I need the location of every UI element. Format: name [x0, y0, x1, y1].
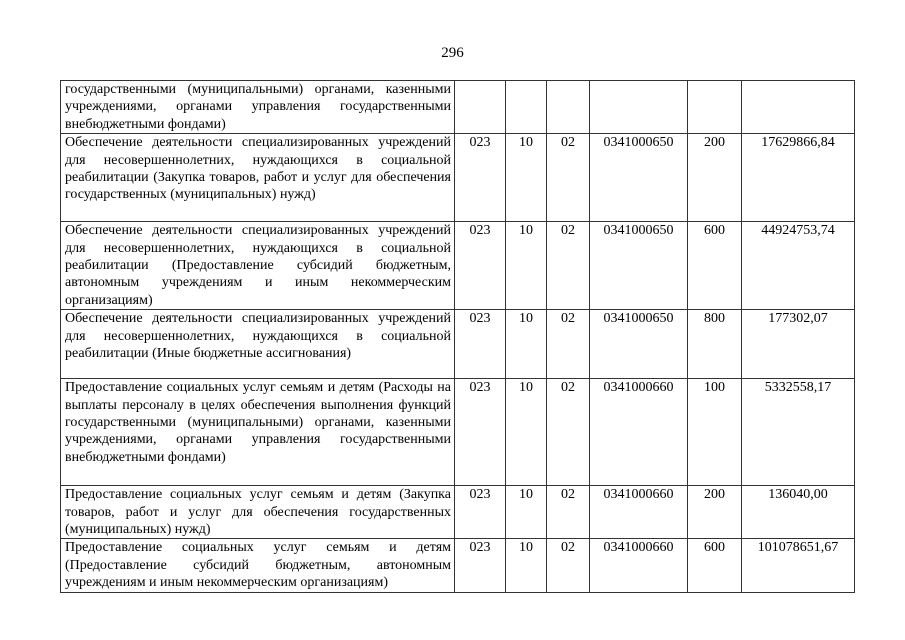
budget-table: государственными (муниципальными) органа…	[60, 79, 855, 593]
cell-csr: 0341000650	[589, 309, 688, 380]
cell-vr: 100	[687, 378, 742, 487]
cell-ved: 023	[454, 309, 506, 380]
row-description: государственными (муниципальными) органа…	[60, 79, 455, 135]
row-description: Обеспечение деятельности специализирован…	[60, 221, 455, 311]
cell-vr: 200	[687, 133, 742, 223]
cell-pr: 02	[546, 309, 590, 380]
cell-sum: 17629866,84	[741, 133, 855, 223]
cell-vr: 600	[687, 538, 742, 593]
cell-csr	[589, 79, 688, 135]
table-row: Предоставление социальных услуг семьям и…	[60, 378, 855, 487]
cell-pr	[546, 79, 590, 135]
cell-csr: 0341000660	[589, 378, 688, 487]
page-number: 296	[441, 45, 464, 61]
cell-vr: 800	[687, 309, 742, 380]
cell-csr: 0341000660	[589, 538, 688, 593]
cell-sum: 44924753,74	[741, 221, 855, 311]
cell-vr: 200	[687, 485, 742, 540]
cell-csr: 0341000660	[589, 485, 688, 540]
cell-pr: 02	[546, 221, 590, 311]
table-row: Предоставление социальных услуг семьям и…	[60, 538, 855, 593]
cell-csr: 0341000650	[589, 221, 688, 311]
row-description: Обеспечение деятельности специализирован…	[60, 133, 455, 223]
cell-vr: 600	[687, 221, 742, 311]
cell-rz: 10	[505, 485, 547, 540]
cell-rz: 10	[505, 309, 547, 380]
cell-sum	[741, 79, 855, 135]
cell-sum: 136040,00	[741, 485, 855, 540]
row-description: Предоставление социальных услуг семьям и…	[60, 378, 455, 487]
row-description: Предоставление социальных услуг семьям и…	[60, 485, 455, 540]
cell-vr	[687, 79, 742, 135]
cell-pr: 02	[546, 378, 590, 487]
table-row: Предоставление социальных услуг семьям и…	[60, 485, 855, 540]
cell-sum: 177302,07	[741, 309, 855, 380]
cell-rz: 10	[505, 538, 547, 593]
cell-ved: 023	[454, 133, 506, 223]
table-row: Обеспечение деятельности специализирован…	[60, 221, 855, 311]
row-description: Обеспечение деятельности специализирован…	[60, 309, 455, 380]
cell-ved	[454, 79, 506, 135]
cell-ved: 023	[454, 485, 506, 540]
cell-ved: 023	[454, 538, 506, 593]
row-description: Предоставление социальных услуг семьям и…	[60, 538, 455, 593]
cell-ved: 023	[454, 221, 506, 311]
cell-sum: 5332558,17	[741, 378, 855, 487]
cell-rz: 10	[505, 221, 547, 311]
table-row: государственными (муниципальными) органа…	[60, 79, 855, 135]
cell-rz	[505, 79, 547, 135]
table-row: Обеспечение деятельности специализирован…	[60, 133, 855, 223]
cell-sum: 101078651,67	[741, 538, 855, 593]
cell-pr: 02	[546, 485, 590, 540]
cell-csr: 0341000650	[589, 133, 688, 223]
cell-pr: 02	[546, 133, 590, 223]
table-row: Обеспечение деятельности специализирован…	[60, 309, 855, 380]
cell-rz: 10	[505, 133, 547, 223]
cell-ved: 023	[454, 378, 506, 487]
cell-pr: 02	[546, 538, 590, 593]
cell-rz: 10	[505, 378, 547, 487]
